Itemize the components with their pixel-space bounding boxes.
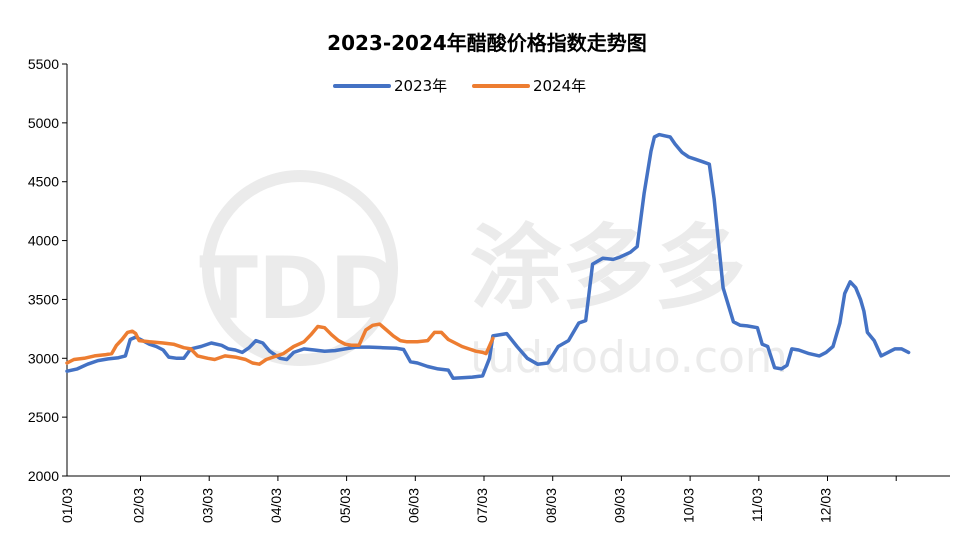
watermark-logo-inner	[214, 182, 386, 354]
x-tick-label: 03/03	[199, 488, 215, 523]
x-tick-label: 06/03	[406, 488, 422, 523]
series-line-2023	[65, 132, 911, 381]
legend-label-2024: 2024年	[533, 77, 586, 95]
x-tick-label: 02/03	[131, 488, 147, 523]
x-ticks: 01/03 02/03 03/03 04/03 05/03 06/03 07/03 08/03…	[59, 476, 897, 523]
y-tick-label: 5000	[28, 115, 59, 131]
x-tick-label: 09/03	[612, 488, 628, 523]
series-line-2024	[65, 322, 495, 366]
y-tick-label: 2000	[28, 468, 59, 484]
x-tick-label: 07/03	[474, 488, 490, 523]
watermark-logo-circle	[202, 170, 398, 366]
watermark-logo-text: TDD	[199, 239, 400, 339]
series-layer	[65, 132, 911, 381]
x-tick-label: 05/03	[337, 488, 353, 523]
y-tick-label: 2500	[28, 409, 59, 425]
x-tick-label: 04/03	[268, 488, 284, 523]
x-tick-label: 10/03	[680, 488, 696, 523]
watermark: TDD 涂多多 tuduoduo.com	[199, 170, 788, 383]
x-tick-label: 12/03	[818, 488, 834, 523]
x-tick-label: 11/03	[749, 488, 765, 522]
y-ticks: 2000 2500 3000 3500 4000 4500 5000 5500	[28, 56, 67, 484]
x-tick-label: 01/03	[59, 488, 75, 523]
y-tick-label: 5500	[28, 56, 59, 72]
legend-label-2023: 2023年	[394, 77, 447, 95]
y-tick-label: 4000	[28, 233, 59, 249]
y-tick-label: 3500	[28, 291, 59, 307]
y-tick-label: 3000	[28, 350, 59, 366]
watermark-url-text: tuduoduo.com	[470, 332, 788, 383]
watermark-cn-text: 涂多多	[470, 215, 746, 322]
chart-title: 2023-2024年醋酸价格指数走势图	[327, 31, 647, 55]
y-tick-label: 4500	[28, 174, 59, 190]
x-tick-label: 08/03	[543, 488, 559, 523]
legend: 2023年 2024年	[333, 77, 586, 95]
